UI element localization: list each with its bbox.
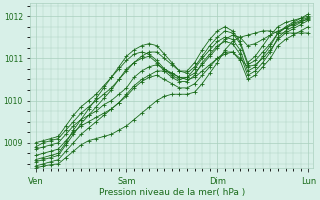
X-axis label: Pression niveau de la mer( hPa ): Pression niveau de la mer( hPa )	[99, 188, 245, 197]
